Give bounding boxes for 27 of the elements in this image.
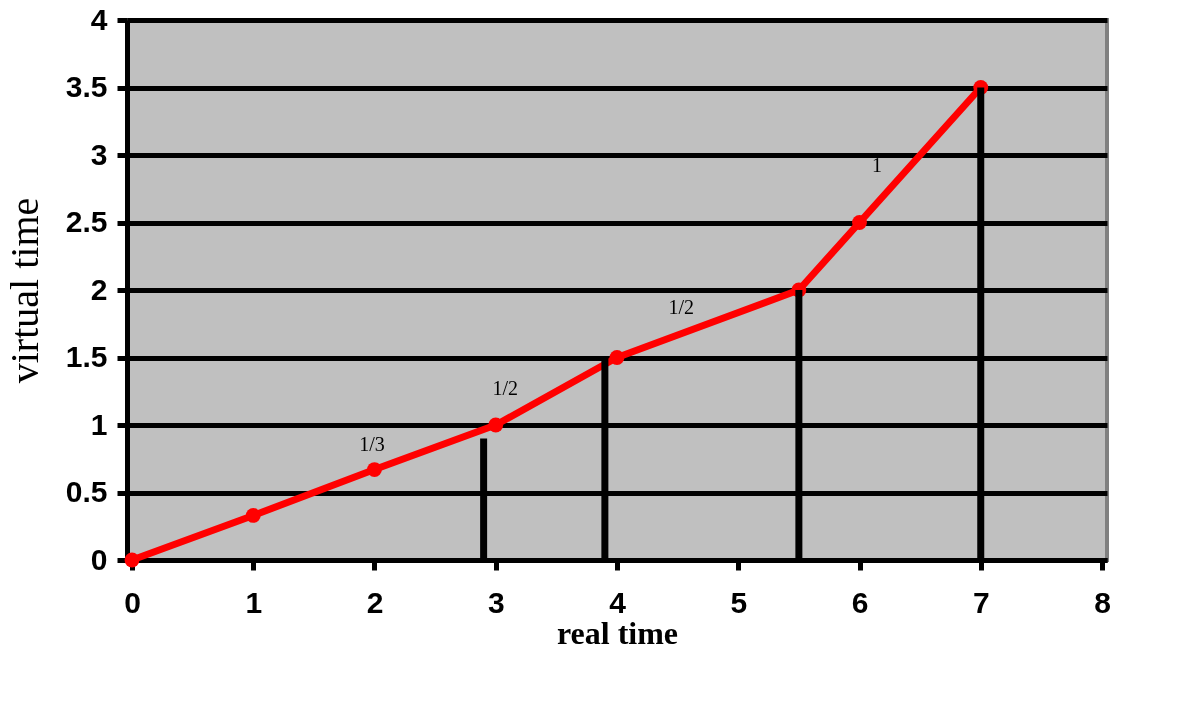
annotation: 1/2 (668, 295, 694, 318)
x-tick-label: 8 (1094, 585, 1111, 619)
y-tick-label: 3 (90, 137, 108, 171)
x-tick-label: 5 (730, 585, 748, 619)
y-tick-label: 3.5 (65, 70, 108, 103)
annotation: 1 (871, 154, 882, 176)
x-tick-label: 0 (124, 585, 141, 619)
point (609, 350, 625, 365)
y-tick-label: 1 (90, 407, 108, 441)
point (245, 508, 261, 523)
point (852, 215, 867, 230)
y-tick-label: 4 (90, 2, 108, 36)
x-tick-label: 3 (487, 585, 505, 619)
y-tick-label: 1.5 (65, 340, 108, 373)
y-tick-label: 0.5 (65, 475, 108, 508)
x-tick-label: 6 (851, 585, 869, 619)
y-tick-label: 2 (90, 272, 108, 306)
y-axis-title: virtual time (1, 197, 47, 384)
x-tick-label: 2 (366, 585, 384, 619)
x-tick-label: 7 (972, 585, 990, 619)
annotation: 1/2 (492, 376, 519, 399)
y-tick-label: 2.5 (65, 205, 108, 238)
annotation: 1/3 (359, 433, 385, 456)
point (367, 462, 382, 477)
x-tick-label: 1 (245, 585, 263, 619)
y-tick-label: 0 (90, 542, 108, 576)
point (488, 417, 504, 433)
